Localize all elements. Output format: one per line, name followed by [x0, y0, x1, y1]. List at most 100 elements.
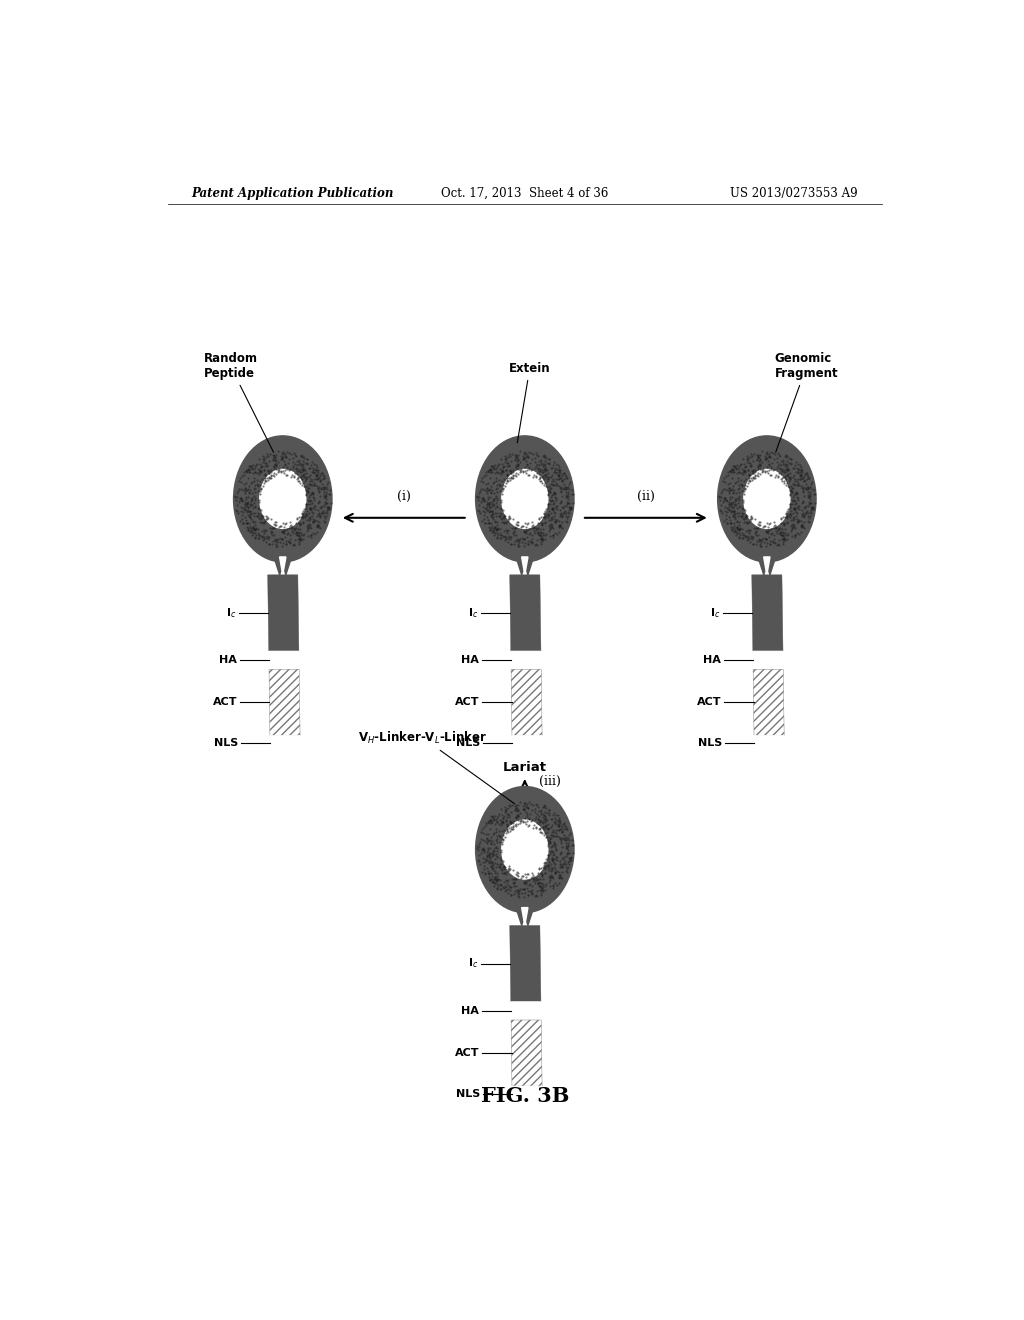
Point — [558, 482, 574, 503]
Point — [744, 461, 761, 482]
Text: (i): (i) — [397, 490, 411, 503]
Point — [232, 478, 249, 499]
Point — [523, 459, 540, 480]
Point — [741, 510, 758, 531]
Point — [473, 470, 489, 491]
Point — [475, 466, 492, 487]
Point — [483, 512, 500, 533]
Point — [290, 525, 306, 546]
Point — [735, 503, 752, 524]
Point — [522, 531, 539, 552]
Point — [801, 511, 817, 532]
Point — [785, 457, 802, 478]
Point — [253, 457, 269, 478]
Point — [542, 478, 558, 499]
Point — [796, 486, 812, 507]
Point — [292, 515, 308, 536]
Point — [300, 516, 316, 537]
Point — [243, 519, 259, 540]
Point — [496, 512, 512, 533]
Point — [299, 449, 315, 470]
Point — [534, 461, 550, 482]
Point — [487, 829, 504, 850]
Point — [723, 494, 739, 515]
Point — [482, 479, 499, 500]
Point — [263, 467, 280, 488]
Point — [310, 516, 327, 537]
Point — [287, 529, 303, 550]
Point — [530, 508, 547, 529]
Point — [735, 528, 752, 549]
Point — [545, 524, 561, 545]
Point — [752, 533, 768, 554]
Point — [730, 496, 746, 517]
Point — [276, 527, 293, 548]
Point — [505, 810, 521, 832]
Point — [536, 445, 552, 466]
Point — [531, 507, 548, 528]
Point — [508, 513, 524, 535]
Point — [498, 799, 514, 820]
Point — [254, 455, 270, 477]
Point — [479, 810, 496, 832]
Point — [546, 492, 562, 513]
Point — [544, 814, 560, 836]
Point — [514, 445, 530, 466]
Point — [480, 843, 497, 865]
Point — [484, 461, 501, 482]
Point — [766, 524, 782, 545]
Point — [266, 446, 283, 467]
Point — [496, 469, 512, 490]
Point — [740, 459, 757, 480]
Point — [543, 491, 559, 512]
Point — [499, 453, 515, 474]
Point — [539, 477, 555, 498]
Point — [310, 462, 327, 483]
Point — [481, 846, 498, 867]
Point — [502, 507, 518, 528]
Point — [720, 499, 736, 520]
Point — [804, 498, 820, 519]
Point — [548, 453, 564, 474]
Point — [282, 459, 298, 480]
Point — [482, 842, 499, 863]
Point — [485, 833, 502, 854]
Point — [778, 451, 795, 473]
Point — [540, 854, 556, 875]
Point — [732, 454, 749, 475]
Point — [239, 492, 255, 513]
Point — [232, 471, 249, 492]
Point — [256, 523, 272, 544]
Point — [303, 506, 319, 527]
Point — [800, 484, 816, 506]
Point — [728, 494, 744, 515]
Point — [762, 533, 778, 554]
Point — [508, 807, 524, 828]
Point — [547, 462, 563, 483]
Point — [793, 521, 809, 543]
Point — [782, 500, 799, 521]
Point — [729, 521, 745, 543]
Point — [494, 478, 510, 499]
Point — [551, 813, 567, 834]
Point — [521, 808, 538, 829]
Point — [309, 463, 326, 484]
Point — [492, 874, 508, 895]
Point — [788, 461, 805, 482]
Point — [726, 504, 742, 525]
Point — [484, 519, 501, 540]
Point — [776, 517, 793, 539]
Point — [540, 834, 556, 855]
Point — [554, 867, 570, 888]
Text: Oct. 17, 2013  Sheet 4 of 36: Oct. 17, 2013 Sheet 4 of 36 — [441, 187, 608, 199]
Point — [520, 880, 537, 902]
Point — [735, 449, 752, 470]
Point — [721, 507, 737, 528]
Point — [492, 459, 508, 480]
Point — [786, 491, 803, 512]
Point — [749, 517, 765, 539]
Point — [303, 524, 319, 545]
Point — [268, 532, 285, 553]
Point — [508, 808, 524, 829]
Point — [542, 517, 558, 539]
